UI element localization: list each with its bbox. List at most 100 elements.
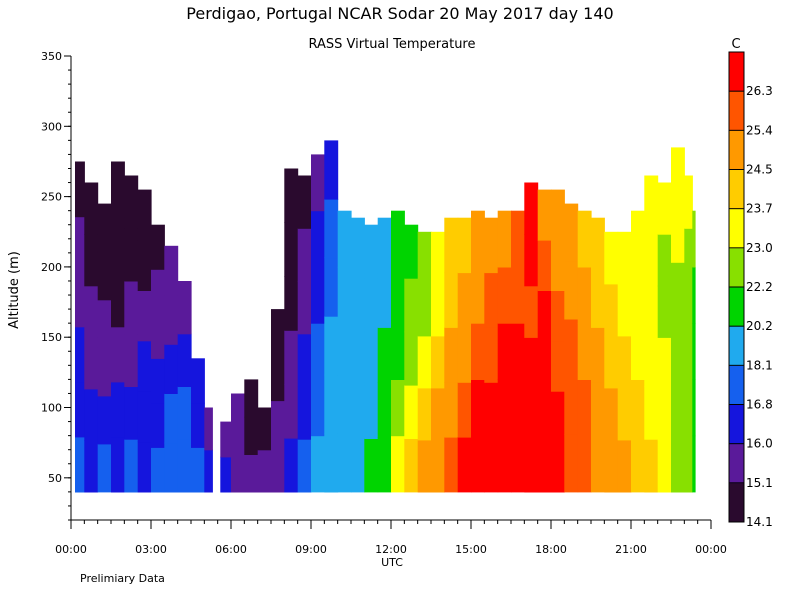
heatmap-cell [297,281,312,335]
colorbar-label: 25.4 [746,123,773,137]
heatmap-cell [391,435,405,493]
heatmap-cell [692,435,696,493]
heatmap-cell [377,437,392,493]
y-tick-label: 350 [41,50,62,63]
heatmap-cell [604,231,619,285]
heatmap-cell [351,272,365,328]
heatmap-cell [284,168,299,223]
heatmap-cell [271,400,285,447]
heatmap-cell [177,333,192,387]
heatmap-cell [97,203,112,253]
heatmap-cell [444,272,459,328]
colorbar-swatch [729,91,744,131]
heatmap-cell [444,327,459,383]
heatmap-cell [484,217,499,274]
heatmap-cell [244,379,259,418]
heatmap-cell [497,379,512,437]
y-tick-label: 300 [41,120,62,133]
heatmap-cell [137,189,152,241]
heatmap-cell [684,228,693,282]
heatmap-cell [311,266,325,324]
heatmap-cell [457,272,472,328]
heatmap-cell [617,231,632,285]
heatmap-cell [417,335,432,389]
colorbar-label: 22.2 [746,280,773,294]
heatmap-cell [84,182,99,235]
heatmap-cell [84,388,99,441]
heatmap-cell [537,441,552,493]
heatmap-cell [391,210,405,268]
heatmap-cell [551,340,565,392]
heatmap-cell [257,407,272,451]
heatmap-cell [204,407,213,451]
heatmap-cell [591,437,605,493]
heatmap-cell [137,240,152,291]
heatmap-cell [377,382,392,438]
heatmap-cell [311,379,325,437]
heatmap-cell [311,210,325,268]
heatmap-cell [220,421,232,458]
y-tick-label: 150 [41,331,62,344]
heatmap-cell [191,358,205,404]
x-axis-label: UTC [381,556,403,569]
heatmap-cell [284,384,299,439]
heatmap-cell [137,290,152,342]
heatmap-cell [431,231,445,285]
heatmap-cell [692,210,696,268]
heatmap-cell [164,295,179,345]
heatmap-cell [537,290,552,342]
heatmap-cell [591,272,605,328]
heatmap-cell [297,439,312,493]
colorbar-swatch [729,208,744,249]
heatmap-cell [124,386,139,440]
heatmap-cell [657,182,672,235]
heatmap-cell [377,327,392,383]
heatmap-cell [97,395,112,445]
heatmap-cell [311,435,325,493]
heatmap-cell [164,442,179,493]
heatmap-cell [364,438,379,493]
colorbar-swatch [729,404,744,445]
heatmap-cell [364,278,379,333]
heatmap-cell [337,323,352,380]
heatmap-cell [111,436,125,493]
heatmap-cell [151,447,165,493]
heatmap-cell [364,224,379,279]
colorbar-swatch [729,482,744,523]
heatmap-cell [297,333,312,387]
heatmap-cell [577,266,592,324]
heatmap-cell [524,285,539,338]
heatmap-cell [644,439,659,493]
heatmap-cell [631,435,645,493]
heatmap-cell [84,337,99,390]
heatmap-cell [75,271,85,328]
heatmap-cell [631,323,645,380]
heatmap-cell [377,217,392,274]
colorbar: 14.1 15.1 16.0 16.8 18.1 20.2 22.2 23.0 23.7 24.5… [728,51,773,529]
heatmap-cell [124,175,139,229]
heatmap-cell [484,272,499,328]
heatmap-cell [457,217,472,274]
heatmap-cell [471,210,485,268]
heatmap-cell [657,285,672,338]
heatmap-cell [351,217,365,274]
colorbar-swatch [729,247,744,288]
heatmap-cell [431,283,445,337]
heatmap-cell [617,335,632,389]
heatmap-cell [351,382,365,438]
heatmap-cell [151,224,165,270]
heatmap-cell [644,175,659,229]
heatmap-cell [124,281,139,335]
footnote-preliminary: Prelimiary Data [80,572,165,585]
heatmap-cell [84,440,99,493]
heatmap-cell [684,439,693,493]
heatmap-cell [284,330,299,385]
heatmap-cell [644,281,659,335]
x-tick-label: 03:00 [135,543,167,556]
heatmap-cell [204,449,213,493]
heatmap-cell [164,344,179,394]
heatmap-cell [591,382,605,438]
heatmap-cell [177,281,192,335]
heatmap-cell [97,299,112,349]
